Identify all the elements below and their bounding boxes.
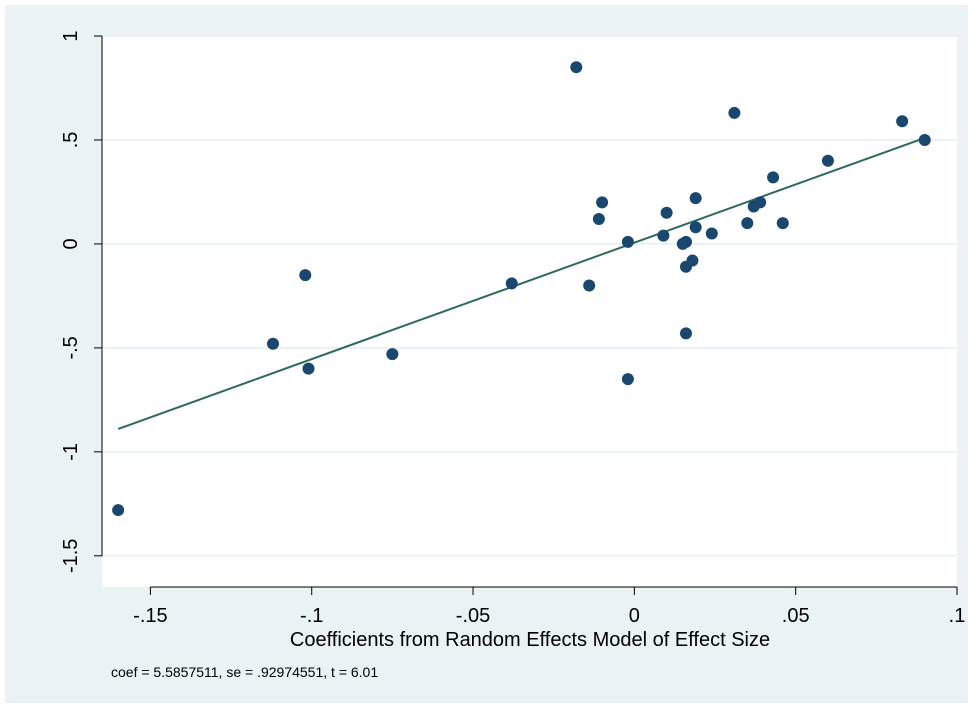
x-tick-label: -.1 <box>300 605 323 627</box>
data-point <box>679 327 692 340</box>
x-axis-title: Coefficients from Random Effects Model o… <box>290 629 770 651</box>
x-tick-label: 0 <box>629 605 640 627</box>
data-point <box>657 229 670 242</box>
y-tick-label: 1 <box>60 30 82 41</box>
x-tick-label: .1 <box>949 605 966 627</box>
data-point <box>660 206 673 219</box>
data-point <box>386 348 399 361</box>
y-tick-label: -.5 <box>60 336 82 359</box>
data-point <box>592 212 605 225</box>
scatter-chart: -1.5 -1 -.5 0 .5 1 -.15 -.1 -.05 0 .05 .1 Coefficie… <box>60 30 965 680</box>
data-point <box>776 217 789 230</box>
x-tick-label: .05 <box>782 605 810 627</box>
data-point <box>821 154 834 167</box>
gridlines <box>102 35 957 557</box>
data-point <box>505 277 518 290</box>
regression-note: coef = 5.5857511, se = .92974551, t = 6.… <box>111 664 378 680</box>
data-point <box>896 115 909 128</box>
data-point <box>596 196 609 209</box>
axes: -1.5 -1 -.5 0 .5 1 -.15 -.1 -.05 0 .05 .1 <box>60 30 965 627</box>
y-tick-label: -1 <box>60 443 82 461</box>
data-point <box>302 362 315 375</box>
data-point <box>741 217 754 230</box>
data-point <box>689 221 702 234</box>
data-point <box>679 235 692 248</box>
data-point <box>754 196 767 209</box>
x-tick-label: -.05 <box>456 605 490 627</box>
data-point <box>686 254 699 267</box>
data-point <box>299 269 312 282</box>
data-point <box>728 106 741 119</box>
chart-frame: -1.5 -1 -.5 0 .5 1 -.15 -.1 -.05 0 .05 .1 Coefficie… <box>5 5 968 703</box>
y-tick-label: 0 <box>60 238 82 249</box>
data-point <box>705 227 718 240</box>
data-point <box>112 504 125 517</box>
y-tick-label: -1.5 <box>60 539 82 573</box>
fit-line <box>117 136 926 430</box>
data-point <box>267 337 279 350</box>
data-point <box>918 133 931 146</box>
data-point <box>570 61 583 74</box>
data-point <box>689 192 702 205</box>
y-tick-label: .5 <box>60 132 82 149</box>
plot-area <box>102 36 957 587</box>
data-point <box>621 373 634 386</box>
data-point <box>767 171 780 184</box>
data-point <box>583 279 596 292</box>
data-point <box>621 235 634 248</box>
fit-line-layer <box>117 136 926 430</box>
x-tick-label: -.15 <box>133 605 167 627</box>
points-layer <box>112 61 931 517</box>
